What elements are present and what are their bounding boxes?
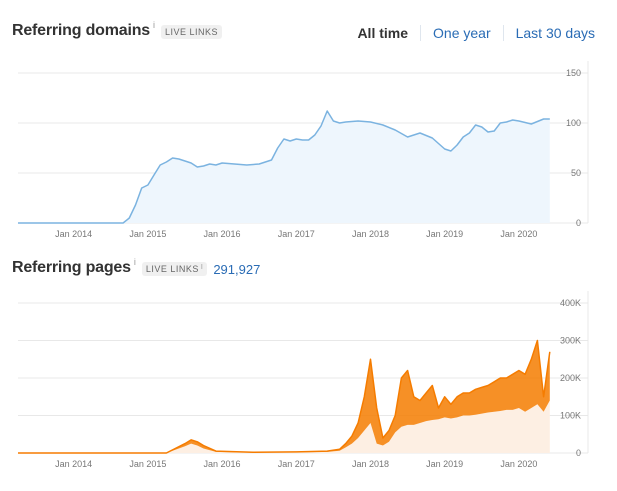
x-tick-label: Jan 2019 (426, 459, 463, 469)
x-tick-label: Jan 2014 (55, 459, 92, 469)
domains-header: Referring domains i LIVE LINKS (12, 20, 222, 40)
x-tick-label: Jan 2020 (500, 229, 537, 239)
pages-badge-label: LIVE LINKS (145, 264, 199, 274)
referring-domains-chart: 150 100 50 0 Jan 2014 Jan 2015 Jan 2016 Jan 201… (17, 61, 589, 239)
pages-header: Referring pages i LIVE LINKS i 291,927 (12, 257, 261, 277)
y-tick-label: 100 (566, 118, 581, 128)
y-tick-label: 50 (571, 168, 581, 178)
x-tick-label: Jan 2016 (204, 459, 241, 469)
y-tick-label: 300K (560, 336, 581, 346)
domains-series-line (18, 110, 550, 224)
tab-divider (502, 25, 504, 41)
y-tick-label: 200K (560, 373, 581, 383)
domains-info-icon[interactable]: i (152, 20, 155, 30)
time-range-tabs: All time One year Last 30 days (357, 25, 595, 41)
x-tick-label: Jan 2017 (278, 229, 315, 239)
pages-series-area (18, 400, 550, 453)
x-tick-label: Jan 2015 (129, 459, 166, 469)
pages-title: Referring pages (12, 259, 131, 276)
pages-badge-info-icon[interactable]: i (200, 264, 204, 271)
x-tick-label: Jan 2016 (204, 229, 241, 239)
y-tick-label: 0 (576, 448, 581, 458)
tab-last-30-days[interactable]: Last 30 days (515, 25, 595, 41)
y-tick-label: 150 (566, 68, 581, 78)
pages-info-icon[interactable]: i (133, 257, 136, 267)
y-tick-label: 400K (560, 298, 581, 308)
referring-pages-count[interactable]: 291,927 (213, 261, 261, 277)
domains-series-area (18, 111, 550, 223)
x-tick-label: Jan 2014 (55, 229, 92, 239)
domains-title: Referring domains (12, 22, 150, 39)
x-tick-label: Jan 2015 (129, 229, 166, 239)
y-tick-label: 0 (576, 218, 581, 228)
domains-live-links-badge: LIVE LINKS (160, 25, 222, 39)
x-tick-label: Jan 2019 (426, 229, 463, 239)
x-tick-label: Jan 2017 (278, 459, 315, 469)
y-tick-label: 100K (560, 411, 581, 421)
tab-divider (420, 25, 422, 41)
x-tick-label: Jan 2018 (352, 229, 389, 239)
x-tick-label: Jan 2020 (500, 459, 537, 469)
x-tick-label: Jan 2018 (352, 459, 389, 469)
referring-pages-chart: 400K 300K 200K 100K 0 Jan 2014 Jan 2015 Jan 201… (17, 291, 589, 469)
tab-all-time[interactable]: All time (357, 25, 409, 41)
pages-live-links-badge: LIVE LINKS i (141, 262, 208, 276)
tab-one-year[interactable]: One year (433, 25, 491, 41)
